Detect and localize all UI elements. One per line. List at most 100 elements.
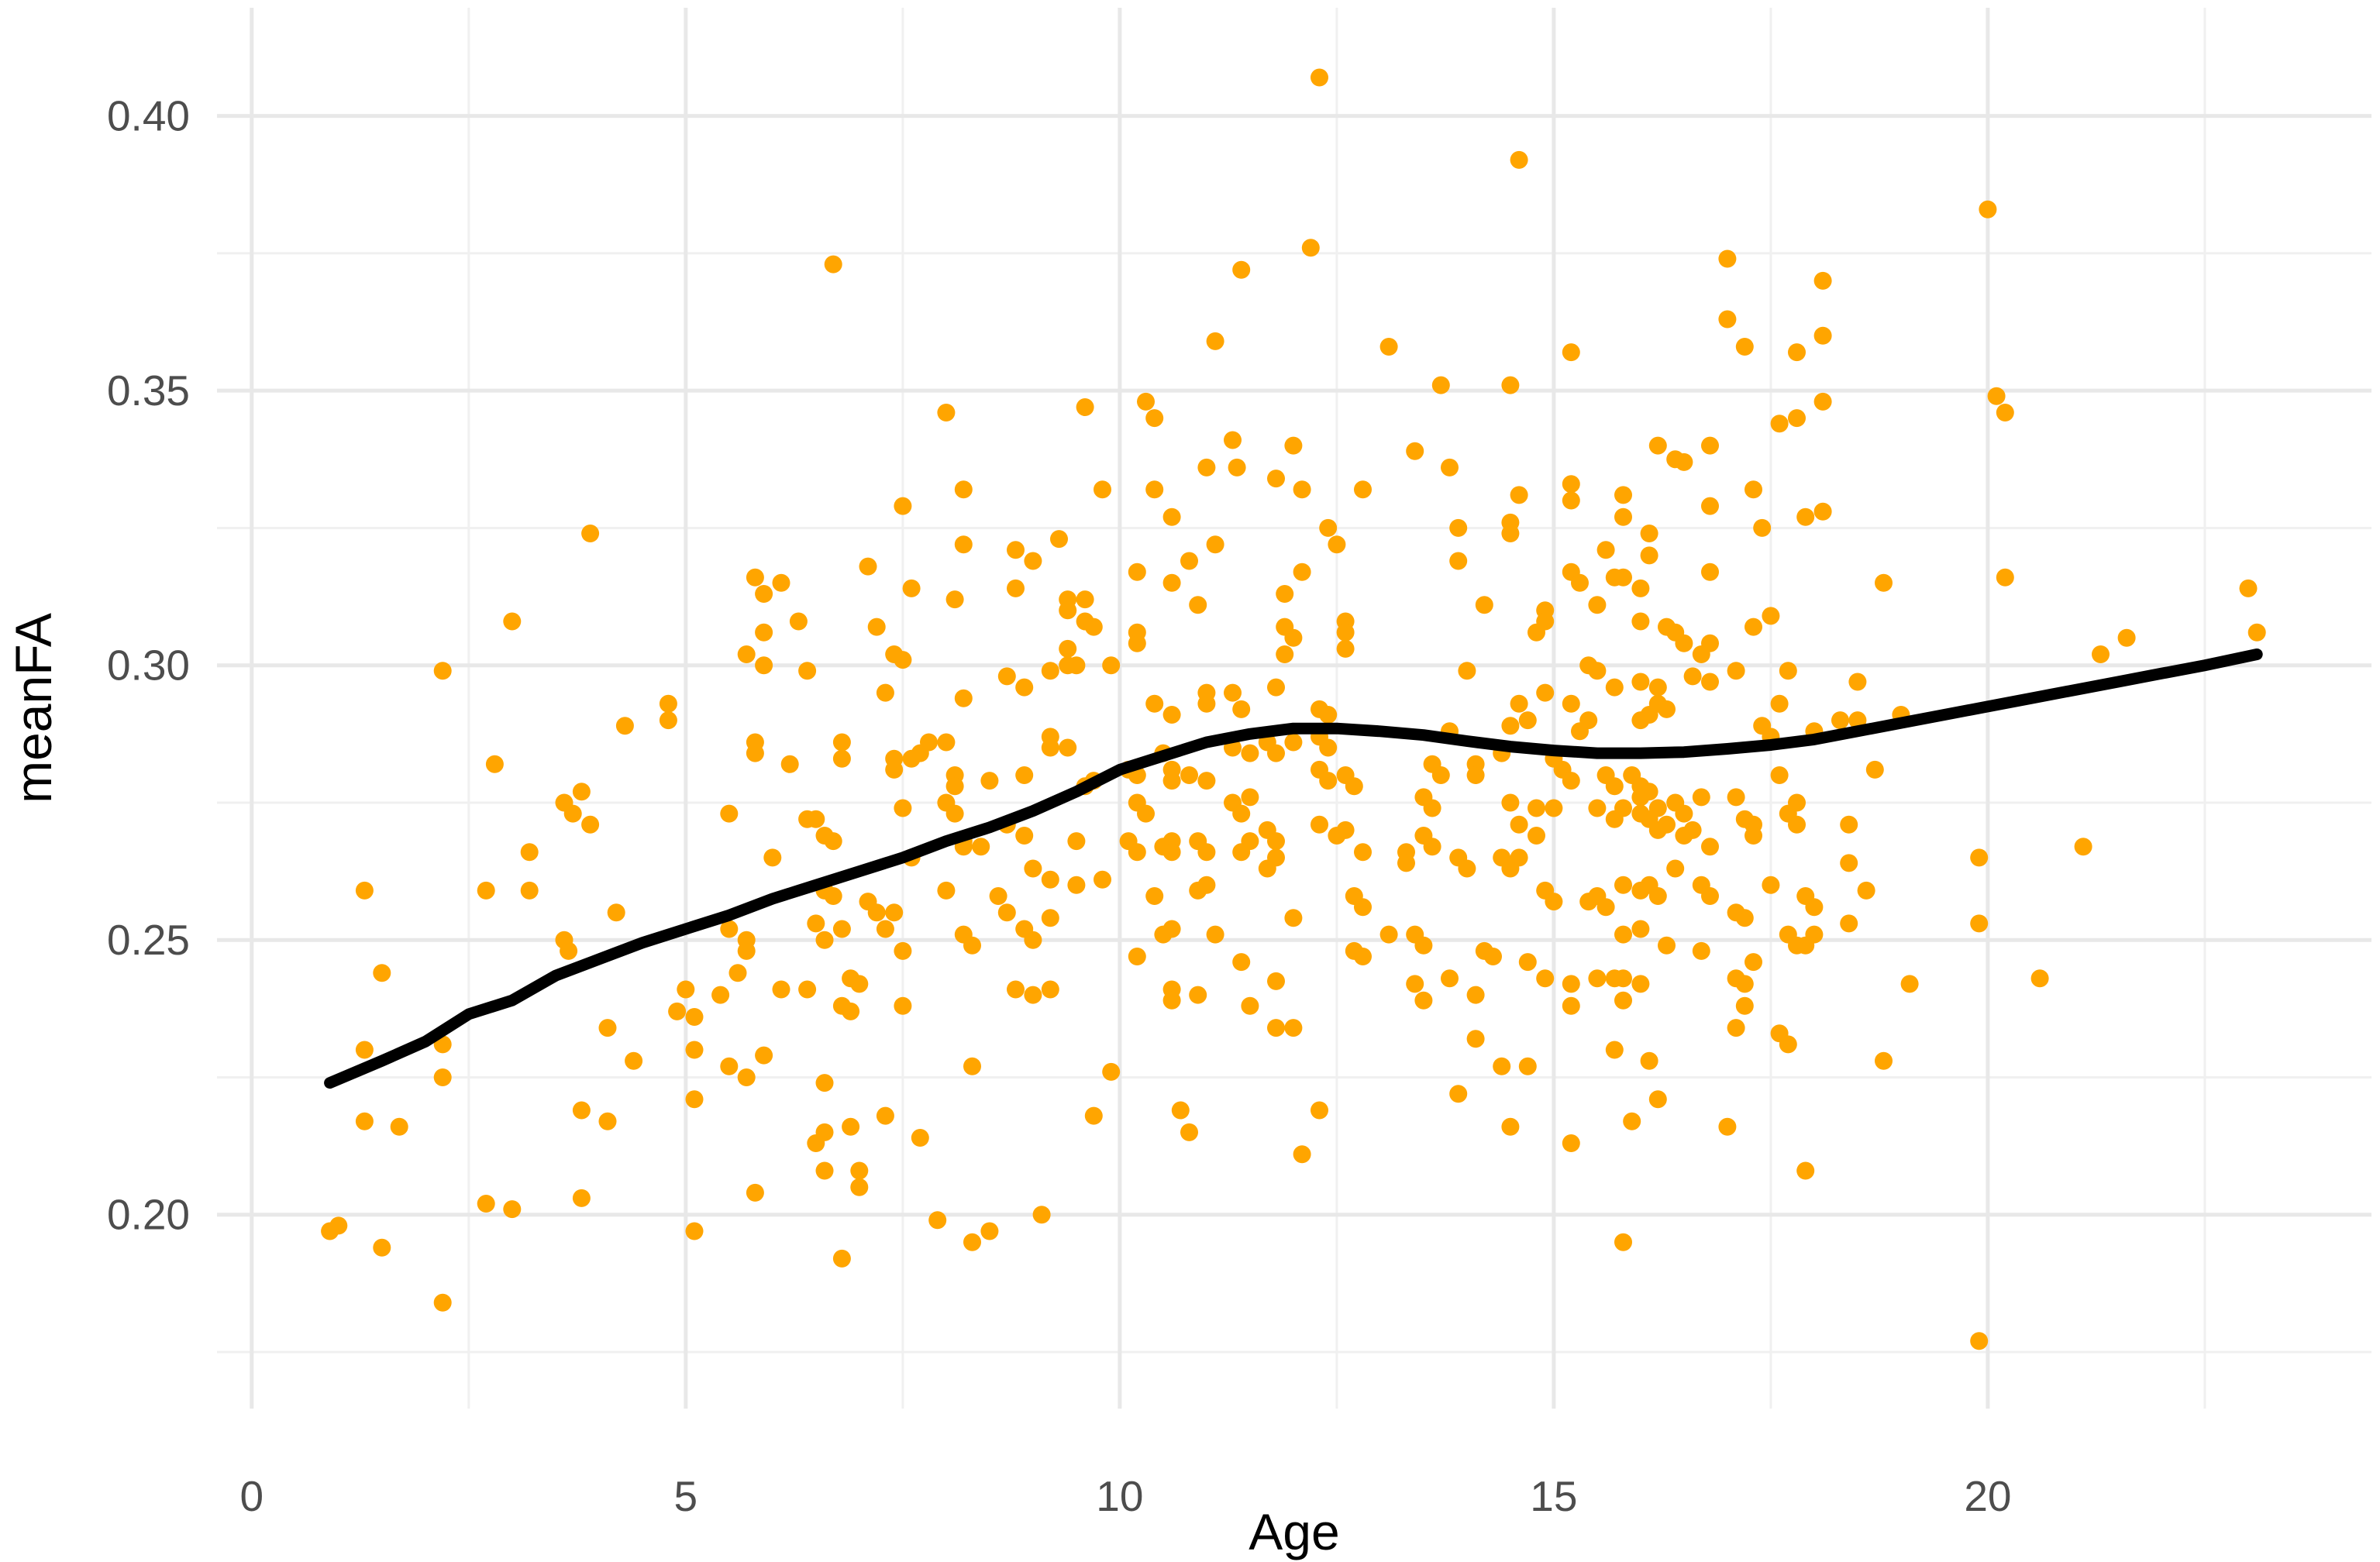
data-point bbox=[1084, 1106, 1103, 1125]
data-point bbox=[615, 717, 634, 735]
data-point bbox=[1276, 645, 1294, 663]
data-point bbox=[832, 920, 851, 938]
data-point bbox=[2092, 645, 2110, 663]
data-point bbox=[1970, 1332, 1989, 1350]
data-point bbox=[997, 667, 1016, 686]
data-point bbox=[1658, 936, 1676, 955]
data-point bbox=[1875, 573, 1893, 592]
data-point bbox=[824, 832, 842, 851]
data-point bbox=[772, 980, 790, 999]
data-point bbox=[1779, 662, 1797, 680]
data-point bbox=[1007, 980, 1025, 999]
data-point bbox=[1128, 634, 1146, 652]
data-point bbox=[763, 848, 782, 867]
data-point bbox=[677, 980, 695, 999]
data-point bbox=[1614, 925, 1632, 944]
data-point bbox=[1875, 1051, 1893, 1070]
data-point bbox=[1605, 1041, 1624, 1059]
data-point bbox=[685, 1222, 704, 1240]
data-point bbox=[685, 1041, 704, 1059]
data-point bbox=[1258, 859, 1276, 878]
data-point bbox=[1206, 332, 1224, 350]
data-point bbox=[1293, 1145, 1311, 1164]
data-point bbox=[954, 689, 973, 707]
data-point bbox=[1857, 881, 1875, 900]
data-point bbox=[1284, 436, 1303, 455]
data-point bbox=[980, 772, 999, 790]
data-point bbox=[1701, 838, 1719, 856]
data-point bbox=[850, 975, 869, 993]
data-point bbox=[1848, 673, 1867, 691]
data-point bbox=[1189, 986, 1207, 1004]
x-tick-label: 10 bbox=[1096, 1472, 1143, 1520]
data-point bbox=[1745, 827, 1762, 845]
data-point bbox=[1813, 502, 1832, 521]
data-point bbox=[1840, 815, 1858, 834]
data-point bbox=[1241, 744, 1259, 762]
data-point bbox=[1284, 733, 1303, 752]
data-point bbox=[477, 1195, 495, 1213]
data-point bbox=[1501, 525, 1520, 542]
data-point bbox=[1545, 893, 1563, 911]
data-point bbox=[373, 964, 391, 982]
data-point bbox=[1267, 678, 1285, 697]
data-point bbox=[1311, 1101, 1328, 1120]
data-point bbox=[832, 749, 851, 768]
data-point bbox=[746, 1183, 764, 1202]
data-point bbox=[1631, 673, 1650, 691]
data-point bbox=[780, 755, 799, 773]
y-tick-label: 0.40 bbox=[107, 92, 190, 140]
data-point bbox=[1284, 1019, 1303, 1037]
data-point bbox=[1579, 711, 1598, 730]
data-point bbox=[815, 931, 834, 949]
data-point bbox=[1162, 772, 1181, 790]
data-point bbox=[928, 1211, 947, 1230]
data-point bbox=[1015, 766, 1034, 784]
data-point bbox=[1059, 656, 1077, 675]
data-point bbox=[1484, 948, 1502, 965]
data-point bbox=[824, 887, 842, 905]
data-point bbox=[1735, 975, 1754, 993]
data-point bbox=[373, 1238, 391, 1257]
data-point bbox=[1970, 914, 1989, 933]
data-point bbox=[2247, 623, 2266, 642]
data-point bbox=[659, 711, 677, 730]
data-point bbox=[989, 887, 1007, 905]
data-point bbox=[1084, 618, 1103, 636]
data-point bbox=[1614, 876, 1632, 894]
data-point bbox=[1232, 953, 1251, 972]
data-point bbox=[1301, 239, 1320, 257]
data-point bbox=[1232, 260, 1251, 279]
data-point bbox=[1475, 596, 1493, 614]
data-point bbox=[1102, 656, 1121, 675]
data-point bbox=[1328, 535, 1346, 554]
data-point bbox=[876, 683, 894, 702]
data-point bbox=[1614, 486, 1632, 504]
data-point bbox=[581, 525, 600, 542]
data-point bbox=[355, 1112, 374, 1130]
data-point bbox=[920, 733, 938, 752]
data-point bbox=[885, 903, 904, 922]
data-point bbox=[1987, 387, 2006, 405]
data-point bbox=[1536, 683, 1555, 702]
data-point bbox=[560, 941, 578, 960]
data-point bbox=[1683, 667, 1702, 686]
data-point bbox=[1701, 887, 1719, 905]
data-point bbox=[1354, 898, 1372, 917]
data-point bbox=[1406, 975, 1424, 993]
data-point bbox=[1041, 738, 1059, 757]
data-point bbox=[954, 480, 973, 499]
data-point bbox=[807, 810, 825, 828]
data-point bbox=[755, 585, 773, 603]
data-point bbox=[850, 1161, 869, 1180]
data-point bbox=[1735, 338, 1754, 356]
data-point bbox=[1528, 623, 1545, 642]
data-point bbox=[1128, 948, 1146, 965]
data-point bbox=[1701, 436, 1719, 455]
data-point bbox=[1545, 799, 1563, 817]
data-point bbox=[1041, 870, 1059, 889]
data-point bbox=[1631, 612, 1650, 631]
data-point bbox=[659, 694, 677, 713]
data-point bbox=[1059, 639, 1077, 658]
data-point bbox=[746, 568, 764, 587]
